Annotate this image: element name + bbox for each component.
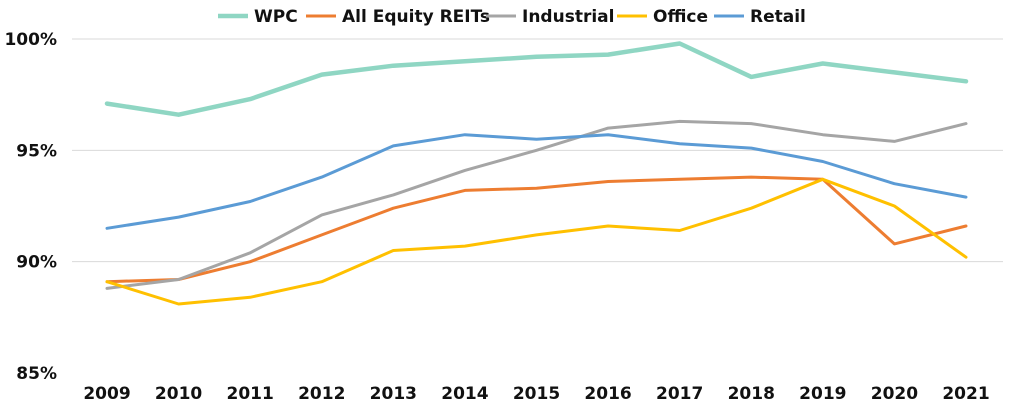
legend-item: All Equity REITs	[306, 7, 490, 27]
legend-item: WPC	[218, 7, 298, 27]
legend: WPC All Equity REITs Industrial Office Retai…	[218, 7, 806, 27]
legend-label: All Equity REITs	[342, 7, 490, 27]
y-tick-label: 85%	[16, 364, 57, 384]
x-tick-label: 2014	[441, 384, 488, 404]
y-tick-label: 95%	[16, 141, 57, 161]
series-line-all-equity-reits	[105, 175, 968, 284]
x-tick-label: 2012	[298, 384, 345, 404]
legend-label: Office	[653, 7, 708, 27]
x-tick-label: 2017	[656, 384, 703, 404]
series-line-office	[105, 177, 968, 306]
x-tick-label: 2020	[871, 384, 918, 404]
x-tick-label: 2013	[370, 384, 417, 404]
legend-item: Retail	[714, 7, 806, 27]
x-axis: 2009 2010 2011 2012 2013 2014 2015 2016 2017 2018…	[83, 384, 989, 404]
y-tick-label: 90%	[16, 253, 57, 273]
x-tick-label: 2018	[728, 384, 775, 404]
legend-item: Office	[617, 7, 708, 27]
series-line-industrial	[105, 119, 968, 290]
series-line-retail	[105, 133, 968, 230]
x-tick-label: 2021	[942, 384, 989, 404]
x-tick-label: 2009	[83, 384, 130, 404]
legend-item: Industrial	[486, 7, 614, 27]
y-axis: 85% 90% 95% 100%	[4, 30, 57, 384]
legend-label: WPC	[254, 7, 298, 27]
legend-label: Retail	[750, 7, 806, 27]
series-lines	[104, 41, 969, 306]
x-tick-label: 2016	[584, 384, 631, 404]
x-tick-label: 2011	[227, 384, 274, 404]
x-tick-label: 2015	[513, 384, 560, 404]
x-tick-label: 2010	[155, 384, 202, 404]
y-tick-label: 100%	[4, 30, 57, 50]
series-line-wpc	[104, 41, 969, 117]
x-tick-label: 2019	[799, 384, 846, 404]
legend-label: Industrial	[522, 7, 614, 27]
